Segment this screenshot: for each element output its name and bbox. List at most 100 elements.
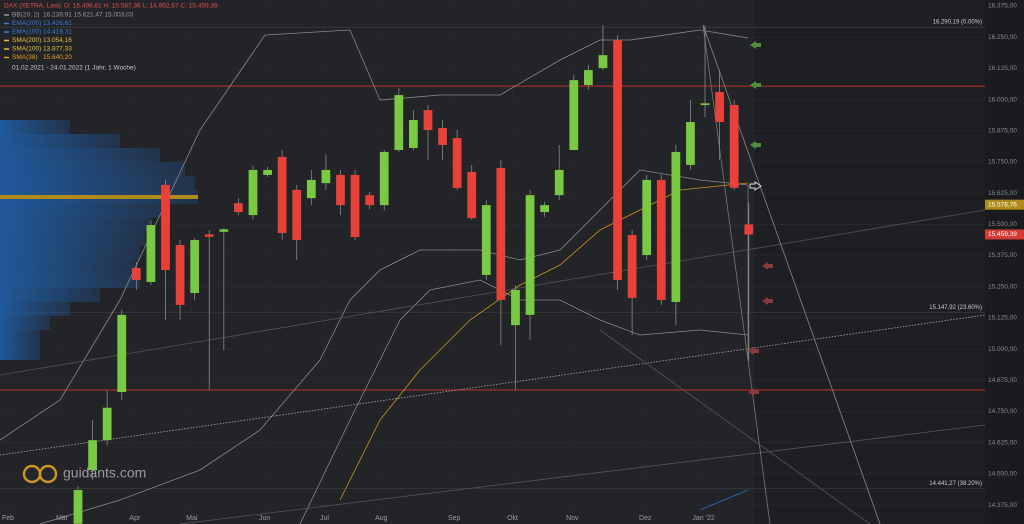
logo-text: guidants.com — [63, 465, 146, 481]
y-tick-label: 14.500,00 — [988, 471, 1017, 478]
fib-label: 15.147,92 (23.60%) — [929, 305, 982, 311]
candle-body — [642, 179, 652, 256]
candle-body — [204, 234, 214, 237]
y-tick-label: 15.375,00 — [988, 252, 1017, 259]
candle-body — [452, 137, 462, 188]
y-tick-label: 16.000,00 — [988, 96, 1017, 103]
y-tick-label: 15.750,00 — [988, 159, 1017, 166]
candle-body — [671, 151, 681, 302]
candle-body — [423, 110, 433, 131]
candle-body — [700, 103, 710, 106]
candle-body — [656, 179, 666, 300]
x-tick-label: Okt — [507, 515, 518, 522]
y-axis-panel — [985, 0, 1024, 524]
y-tick-label: 15.875,00 — [988, 127, 1017, 134]
x-tick-label: Nov — [566, 515, 579, 522]
legend-value: 13.054,16 — [43, 37, 72, 44]
y-tick-label: 16.375,00 — [988, 3, 1017, 10]
price-tag-label: 15.459,39 — [988, 231, 1017, 238]
candle-body — [336, 174, 345, 206]
y-tick-label: 15.250,00 — [988, 283, 1017, 290]
x-tick-label: Jul — [320, 515, 329, 522]
x-tick-label: Mai — [186, 515, 198, 522]
candle-body — [686, 122, 695, 165]
candle-body — [627, 235, 637, 298]
candle-body — [175, 245, 185, 305]
candle-body — [540, 205, 550, 213]
candle-body — [569, 80, 579, 150]
legend-name: BB(20, 2) — [12, 12, 39, 19]
candle-body — [306, 179, 316, 199]
candle-body — [248, 169, 258, 216]
y-tick-label: 15.500,00 — [988, 221, 1017, 228]
x-tick-label: Jun — [259, 515, 270, 522]
legend-value: 15.640,20 — [43, 54, 72, 61]
candle-body — [190, 240, 200, 293]
y-tick-label: 15.625,00 — [988, 190, 1017, 197]
candle-body — [350, 174, 360, 238]
legend-name: SMA(100) — [12, 46, 41, 53]
candle-body — [234, 203, 243, 213]
candle-body — [613, 40, 622, 280]
legend-name: SMA(38) — [12, 54, 38, 61]
legend-name: EMA(100) — [12, 29, 41, 36]
legend-name: EMA(200) — [12, 20, 41, 27]
candle-body — [481, 205, 491, 275]
x-tick-label: Mär — [56, 515, 69, 522]
y-tick-label: 14.875,00 — [988, 377, 1017, 384]
candle-body — [102, 407, 112, 441]
x-tick-label: Dez — [639, 515, 652, 522]
candle-body — [438, 128, 447, 145]
fib-label: 14.441,27 (38.20%) — [929, 481, 982, 487]
candle-body — [146, 225, 156, 282]
y-tick-label: 16.250,00 — [988, 34, 1017, 41]
x-tick-label: Apr — [129, 515, 141, 522]
candle-body — [744, 224, 754, 235]
candle-body — [88, 440, 97, 471]
candle-body — [554, 169, 564, 196]
price-tag-label: 15.578,76 — [988, 201, 1017, 208]
candle-body — [409, 120, 418, 148]
price-tag — [985, 199, 1024, 210]
candle-body — [292, 189, 302, 241]
y-tick-label: 14.750,00 — [988, 408, 1017, 415]
candle-body — [219, 229, 229, 232]
legend-value: 13.426,61 — [43, 20, 72, 27]
candle-body — [715, 92, 724, 123]
candle-body — [117, 314, 127, 393]
y-tick-label: 14.625,00 — [988, 439, 1017, 446]
candle-body — [394, 95, 404, 150]
period: 01.02.2021 - 24.01.2022 (1 Jahr, 1 Woche… — [12, 65, 136, 72]
x-tick-label: Jan '22 — [692, 515, 714, 522]
candle-body — [467, 171, 477, 219]
signal-arrows — [748, 41, 773, 396]
legend-value: 14.419,31 — [43, 29, 72, 36]
candle-body — [365, 195, 375, 206]
candle-body — [131, 267, 141, 280]
fib-label: 16.290,19 (0.00%) — [933, 20, 982, 26]
candle-body — [263, 169, 272, 175]
candle-body — [584, 70, 593, 86]
candle-body — [379, 151, 389, 206]
candle-body — [321, 169, 331, 184]
x-tick-label: Feb — [2, 515, 14, 522]
y-tick-label: 16.125,00 — [988, 65, 1017, 72]
candle-body — [511, 289, 520, 326]
legend-value: 16.239,91 15.621,47 15.003,03 — [43, 12, 134, 19]
x-tick-label: Aug — [375, 515, 388, 522]
x-tick-label: Sep — [448, 515, 461, 522]
candle-body — [496, 167, 506, 300]
ohlc: O: 15.499,61 H: 15.587,36 L: 14.952,67 C… — [64, 3, 218, 10]
candle-body — [729, 105, 739, 188]
logo: guidants.com — [22, 465, 146, 484]
symbol: DAX (XETRA, Last) — [4, 3, 61, 10]
y-tick-label: 14.375,00 — [988, 502, 1017, 509]
volume-profile — [0, 120, 198, 360]
y-tick-label: 15.000,00 — [988, 346, 1017, 353]
legend-value: 13.877,33 — [43, 46, 72, 53]
candle-body — [277, 156, 287, 234]
candle-body — [598, 55, 608, 69]
candle-body — [525, 195, 535, 315]
